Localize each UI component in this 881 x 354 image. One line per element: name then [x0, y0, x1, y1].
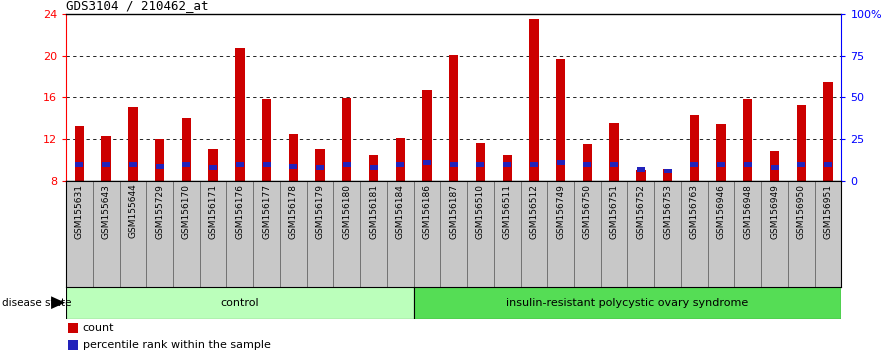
Text: GSM156751: GSM156751 — [610, 184, 618, 239]
Bar — [342, 98, 352, 181]
Text: GSM156171: GSM156171 — [209, 184, 218, 239]
Bar — [529, 19, 538, 181]
Bar — [610, 123, 618, 181]
Bar — [716, 124, 726, 181]
Text: insulin-resistant polycystic ovary syndrome: insulin-resistant polycystic ovary syndr… — [507, 298, 749, 308]
Bar — [396, 162, 404, 167]
Bar — [413, 287, 841, 319]
Bar — [529, 162, 538, 167]
Text: percentile rank within the sample: percentile rank within the sample — [83, 340, 270, 350]
Text: GSM155631: GSM155631 — [75, 184, 84, 239]
Text: GSM156181: GSM156181 — [369, 184, 378, 239]
Bar — [181, 118, 191, 181]
Text: control: control — [220, 298, 259, 308]
Bar — [637, 167, 645, 172]
Bar — [502, 155, 512, 181]
Bar — [690, 115, 699, 181]
Bar — [369, 155, 378, 181]
Bar — [557, 160, 565, 165]
Text: GSM155729: GSM155729 — [155, 184, 164, 239]
Bar — [316, 165, 324, 170]
Bar — [75, 126, 84, 181]
Bar — [396, 138, 405, 181]
Text: GSM156184: GSM156184 — [396, 184, 404, 239]
Text: GSM156177: GSM156177 — [262, 184, 271, 239]
Text: GSM156949: GSM156949 — [770, 184, 779, 239]
Bar — [770, 152, 779, 181]
Bar — [69, 340, 78, 350]
Bar — [422, 90, 432, 181]
Bar — [449, 55, 458, 181]
Text: GSM156749: GSM156749 — [556, 184, 565, 239]
Text: GSM156946: GSM156946 — [716, 184, 726, 239]
Bar — [824, 82, 833, 181]
Text: GSM156950: GSM156950 — [796, 184, 806, 239]
Bar — [636, 170, 646, 181]
Bar — [236, 162, 244, 167]
Text: GSM156180: GSM156180 — [343, 184, 352, 239]
Bar — [663, 169, 671, 173]
Text: GSM156951: GSM156951 — [824, 184, 833, 239]
Text: GSM156752: GSM156752 — [636, 184, 646, 239]
Bar — [182, 162, 190, 167]
Bar — [209, 149, 218, 181]
Bar — [156, 164, 164, 169]
Bar — [611, 162, 618, 167]
Bar — [583, 162, 591, 167]
Bar — [744, 162, 751, 167]
Bar — [66, 287, 413, 319]
Bar — [129, 162, 137, 167]
Bar — [663, 169, 672, 181]
Text: GSM156176: GSM156176 — [235, 184, 244, 239]
Bar — [343, 162, 351, 167]
Text: GSM156186: GSM156186 — [423, 184, 432, 239]
Bar — [824, 162, 832, 167]
Text: GDS3104 / 210462_at: GDS3104 / 210462_at — [66, 0, 209, 12]
Bar — [796, 105, 806, 181]
Bar — [262, 99, 271, 181]
Bar — [797, 162, 805, 167]
Text: GSM156179: GSM156179 — [315, 184, 324, 239]
Bar — [423, 160, 431, 165]
Bar — [102, 162, 110, 167]
Bar — [129, 107, 137, 181]
Text: disease state: disease state — [2, 298, 71, 308]
Text: GSM156170: GSM156170 — [181, 184, 191, 239]
Bar — [556, 59, 566, 181]
Bar — [235, 48, 245, 181]
Bar — [289, 134, 298, 181]
Bar — [76, 162, 84, 167]
Bar — [771, 165, 779, 170]
Bar — [717, 162, 725, 167]
Bar — [503, 162, 511, 167]
Text: GSM156750: GSM156750 — [583, 184, 592, 239]
Text: GSM156178: GSM156178 — [289, 184, 298, 239]
Bar — [209, 165, 217, 170]
Text: GSM156511: GSM156511 — [503, 184, 512, 239]
Bar — [449, 162, 458, 167]
Text: GSM156763: GSM156763 — [690, 184, 699, 239]
Bar — [289, 164, 297, 169]
Bar — [155, 139, 165, 181]
Bar — [477, 162, 485, 167]
Bar — [476, 143, 485, 181]
Bar — [69, 323, 78, 333]
Text: GSM155644: GSM155644 — [129, 184, 137, 239]
Text: count: count — [83, 323, 115, 333]
Text: GSM156753: GSM156753 — [663, 184, 672, 239]
Bar — [101, 136, 111, 181]
Bar — [263, 162, 270, 167]
Text: GSM156948: GSM156948 — [744, 184, 752, 239]
Bar — [582, 144, 592, 181]
Text: GSM155643: GSM155643 — [101, 184, 111, 239]
Text: GSM156187: GSM156187 — [449, 184, 458, 239]
Polygon shape — [51, 296, 65, 309]
Bar — [315, 149, 325, 181]
Text: GSM156512: GSM156512 — [529, 184, 538, 239]
Bar — [743, 99, 752, 181]
Bar — [369, 165, 378, 170]
Bar — [691, 162, 699, 167]
Text: GSM156510: GSM156510 — [476, 184, 485, 239]
